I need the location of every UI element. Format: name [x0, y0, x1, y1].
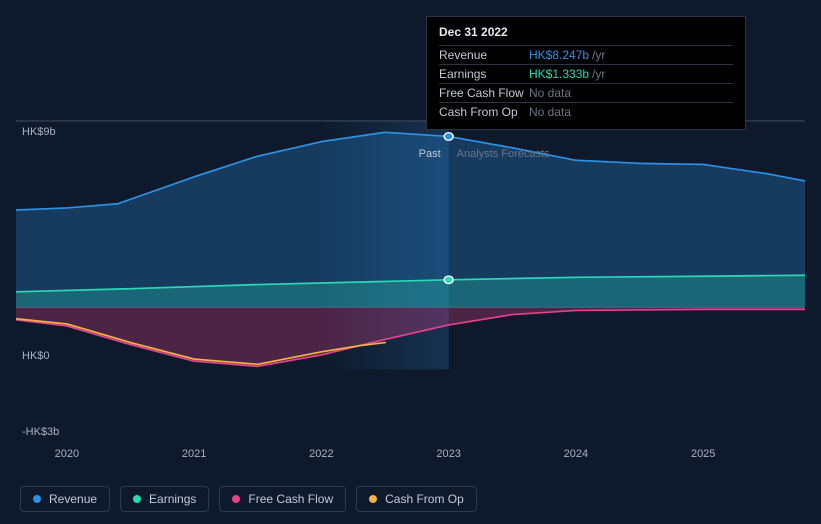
x-axis-label: 2024	[564, 448, 588, 460]
chart-legend: Revenue Earnings Free Cash Flow Cash From O…	[20, 486, 477, 512]
tooltip-row-label: Free Cash Flow	[439, 86, 529, 100]
y-axis-label: HK$0	[22, 350, 50, 362]
tooltip-row-label: Earnings	[439, 67, 529, 81]
legend-swatch-icon	[369, 495, 377, 503]
legend-item-label: Earnings	[149, 492, 196, 506]
tooltip-row-label: Revenue	[439, 48, 529, 62]
legend-item-revenue[interactable]: Revenue	[20, 486, 110, 512]
tooltip-row: RevenueHK$8.247b /yr	[439, 45, 733, 64]
legend-swatch-icon	[232, 495, 240, 503]
tooltip-row-value: HK$1.333b	[529, 67, 589, 81]
legend-item-cash-from-op[interactable]: Cash From Op	[356, 486, 477, 512]
tooltip-row-unit: /yr	[592, 67, 605, 81]
legend-item-earnings[interactable]: Earnings	[120, 486, 209, 512]
y-axis-label: HK$9b	[22, 126, 56, 138]
legend-item-label: Revenue	[49, 492, 97, 506]
x-axis-label: 2025	[691, 448, 715, 460]
tooltip-row: Free Cash FlowNo data	[439, 83, 733, 102]
x-axis-label: 2020	[55, 448, 79, 460]
legend-item-free-cash-flow[interactable]: Free Cash Flow	[219, 486, 346, 512]
tooltip-row-label: Cash From Op	[439, 105, 529, 119]
tooltip-row-unit: /yr	[592, 48, 605, 62]
y-axis-label: -HK$3b	[22, 426, 59, 438]
x-axis-label: 2021	[182, 448, 206, 460]
legend-item-label: Cash From Op	[385, 492, 464, 506]
legend-swatch-icon	[133, 495, 141, 503]
tooltip-row: Cash From OpNo data	[439, 102, 733, 121]
forecast-label: Analysts Forecasts	[457, 148, 550, 160]
legend-item-label: Free Cash Flow	[248, 492, 333, 506]
chart-tooltip: Dec 31 2022 RevenueHK$8.247b /yrEarnings…	[426, 16, 746, 130]
tooltip-row-value: HK$8.247b	[529, 48, 589, 62]
past-label: Past	[419, 148, 441, 160]
legend-swatch-icon	[33, 495, 41, 503]
tooltip-date: Dec 31 2022	[439, 25, 733, 39]
tooltip-row-nodata: No data	[529, 86, 571, 100]
x-axis-label: 2023	[436, 448, 460, 460]
x-axis-label: 2022	[309, 448, 333, 460]
tooltip-row: EarningsHK$1.333b /yr	[439, 64, 733, 83]
tooltip-row-nodata: No data	[529, 105, 571, 119]
